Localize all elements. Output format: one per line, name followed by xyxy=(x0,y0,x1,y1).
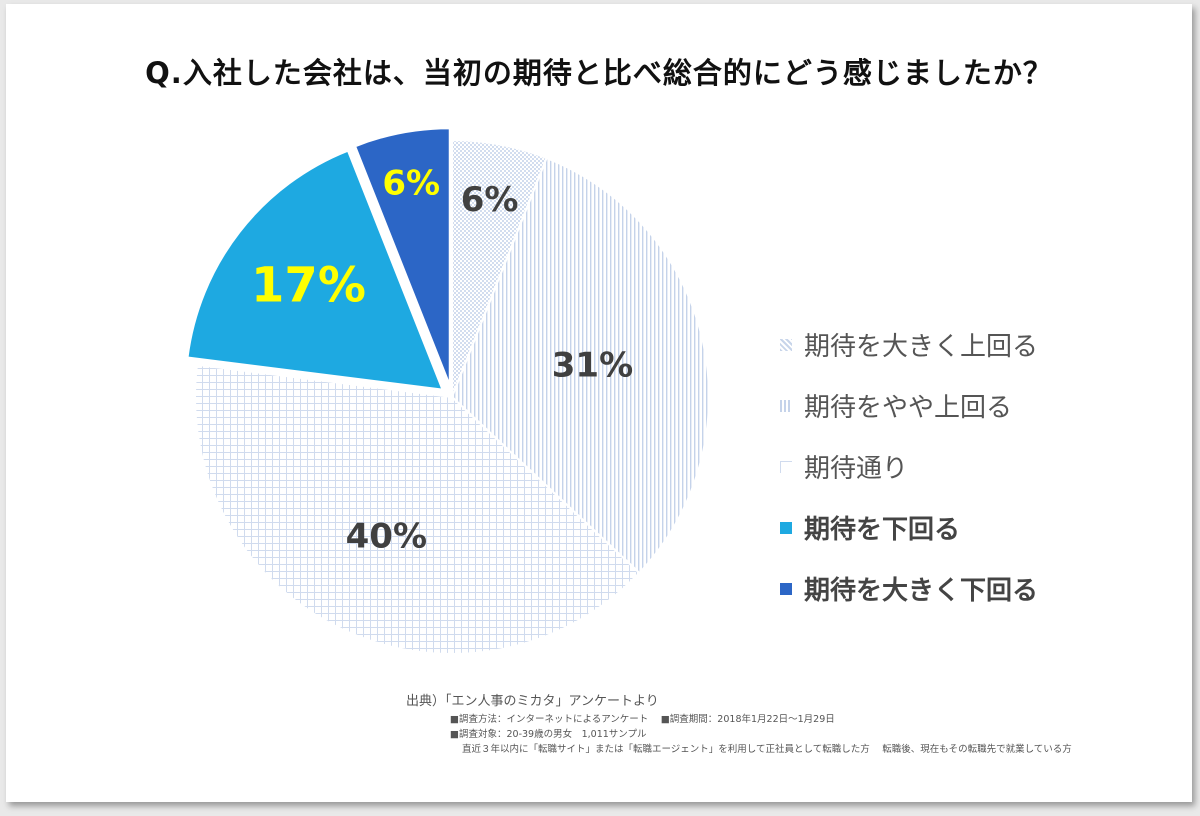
legend-item-1: 期待をやや上回る xyxy=(780,375,1038,436)
slice-label-0: 6% xyxy=(461,180,519,220)
legend-swatch-0 xyxy=(780,338,792,351)
footer-source: 出典）「エン人事のミカタ」アンケートより xyxy=(406,694,659,709)
slice-label-4: 6% xyxy=(382,163,440,203)
legend-swatch-3 xyxy=(780,521,792,534)
chart-card: Q.入社した会社は、当初の期待と比べ総合的にどう感じましたか？ 6% 31% 40%… xyxy=(6,4,1192,802)
pie-slice-1 xyxy=(450,156,710,575)
legend: 期待を大きく上回る 期待をやや上回る 期待通り 期待を下回る 期待を大きく下回る xyxy=(780,314,1038,619)
legend-swatch-4 xyxy=(780,582,792,595)
legend-swatch-2 xyxy=(780,460,792,473)
footer: 出典）「エン人事のミカタ」アンケートより ■調査方法：インターネットによるアンケ… xyxy=(406,690,1166,757)
footer-condition: 直近３年以内に「転職サイト」または「転職エージェント」を利用して正社員として転職… xyxy=(462,744,1072,755)
footer-method: ■調査方法：インターネットによるアンケート ■調査期間：2018年1月22日～1… xyxy=(450,714,835,725)
pie-chart: 6% 31% 40% 17% 6% xyxy=(186,127,710,655)
legend-item-4: 期待を大きく下回る xyxy=(780,558,1038,619)
legend-item-3: 期待を下回る xyxy=(780,497,1038,558)
legend-item-2: 期待通り xyxy=(780,436,1038,497)
slice-label-3: 17% xyxy=(251,258,366,314)
legend-label-0: 期待を大きく上回る xyxy=(804,332,1039,362)
legend-label-4: 期待を大きく下回る xyxy=(804,576,1039,606)
legend-label-1: 期待をやや上回る xyxy=(804,393,1013,423)
chart-title: Q.入社した会社は、当初の期待と比べ総合的にどう感じましたか？ xyxy=(145,56,1053,90)
legend-label-3: 期待を下回る xyxy=(804,515,961,545)
slice-label-2: 40% xyxy=(346,517,427,557)
legend-swatch-1 xyxy=(780,399,792,412)
legend-item-0: 期待を大きく上回る xyxy=(780,314,1038,375)
pie-slice-2 xyxy=(194,363,641,655)
legend-label-2: 期待通り xyxy=(804,454,909,484)
slice-label-1: 31% xyxy=(552,346,633,386)
pie-slice-3 xyxy=(186,149,445,391)
footer-target: ■調査対象：20-39歳の男女 1,011サンプル xyxy=(450,729,647,740)
pie-slice-4 xyxy=(353,127,451,386)
